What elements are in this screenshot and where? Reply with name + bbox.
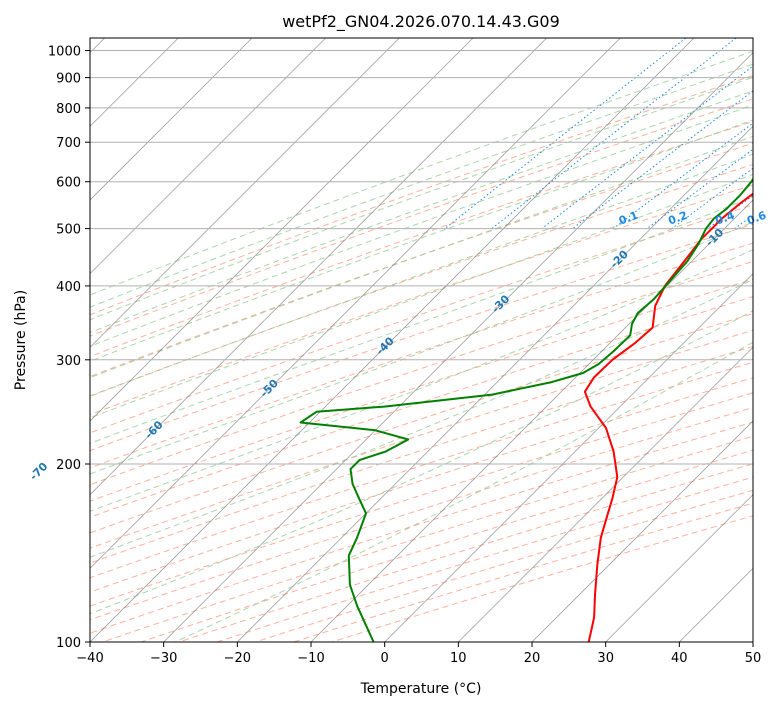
dry-adiabat xyxy=(90,98,753,337)
x-tick-label: 30 xyxy=(597,651,614,666)
x-tick-label: −40 xyxy=(76,651,103,666)
isotherm-line xyxy=(310,199,753,642)
isotherm-line xyxy=(90,38,253,201)
dry-adiabat xyxy=(90,223,753,452)
x-tick-label: −10 xyxy=(297,651,324,666)
moist-adiabat xyxy=(90,278,753,558)
moist-adiabat xyxy=(90,50,753,296)
mixing-ratio-line xyxy=(612,122,753,229)
mixing-ratio-line xyxy=(444,38,687,229)
y-tick-label: 700 xyxy=(56,136,81,151)
dry-adiabat xyxy=(90,142,753,378)
x-tick-label: −30 xyxy=(150,651,177,666)
mixing-ratio-label: 0.1 xyxy=(617,209,640,228)
y-tick-label: 500 xyxy=(56,223,81,238)
dry-adiabat xyxy=(90,329,753,549)
y-tick-label: 200 xyxy=(56,458,81,473)
dry-adiabat xyxy=(293,502,753,642)
x-tick-label: 10 xyxy=(450,651,467,666)
isotherm-line xyxy=(90,38,621,569)
dry-adiabat xyxy=(90,392,753,607)
dry-adiabat xyxy=(90,377,753,593)
y-tick-label: 800 xyxy=(56,102,81,117)
isotherm-line xyxy=(605,494,753,642)
plot-frame xyxy=(89,37,754,643)
chart-title: wetPf2_GN04.2026.070.14.43.G09 xyxy=(282,12,560,32)
moist-adiabat xyxy=(90,76,753,321)
temperature-profile xyxy=(583,192,753,642)
moist-adiabat xyxy=(174,341,753,642)
isotherm-line xyxy=(90,38,474,422)
isotherm-line xyxy=(90,38,326,275)
isotherm-line xyxy=(384,273,753,642)
moist-adiabat xyxy=(90,63,753,308)
moist-adiabat xyxy=(90,173,753,419)
isotherm-line xyxy=(90,38,695,642)
isotherm-line xyxy=(237,125,753,642)
dry-adiabat xyxy=(331,515,753,642)
y-tick-label: 100 xyxy=(56,636,81,651)
moist-adiabat xyxy=(90,90,753,334)
moist-adiabat xyxy=(90,310,753,615)
dry-adiabat xyxy=(90,184,753,416)
mixing-ratio-label: 0.4 xyxy=(714,209,737,228)
y-tick-label: 1000 xyxy=(48,45,81,60)
dry-adiabat xyxy=(255,489,753,642)
x-tick-label: 40 xyxy=(671,651,688,666)
isotherm-line xyxy=(90,38,547,496)
dry-adiabat xyxy=(90,120,753,358)
dry-adiabat xyxy=(90,163,753,397)
mixing-ratio-label: 0.2 xyxy=(666,209,689,228)
y-tick-label: 300 xyxy=(56,354,81,369)
dry-adiabat xyxy=(90,204,753,434)
x-tick-label: 0 xyxy=(381,651,389,666)
y-axis-label: Pressure (hPa) xyxy=(13,290,29,390)
isotherm-line xyxy=(458,346,753,642)
dry-adiabat xyxy=(90,345,753,564)
dry-adiabat xyxy=(90,242,753,469)
x-tick-label: 50 xyxy=(745,651,762,666)
x-axis-label: Temperature (°C) xyxy=(360,681,482,697)
dry-adiabat xyxy=(217,476,753,642)
dry-adiabat xyxy=(90,361,753,579)
moist-adiabat xyxy=(90,119,753,362)
mixing-ratio-label: 0.6 xyxy=(745,209,768,228)
y-tick-label: 400 xyxy=(56,280,81,295)
isotherm-line xyxy=(163,52,753,642)
dewpoint-profile xyxy=(299,177,753,642)
y-tick-label: 900 xyxy=(56,72,81,87)
isotherm-line xyxy=(90,38,400,348)
x-tick-label: −20 xyxy=(224,651,251,666)
moist-adiabat xyxy=(90,196,753,444)
y-tick-label: 600 xyxy=(56,176,81,191)
moist-adiabat xyxy=(90,153,753,397)
isotherm-line xyxy=(531,420,753,642)
x-tick-label: 20 xyxy=(524,651,541,666)
mixing-ratio-line xyxy=(541,65,753,229)
